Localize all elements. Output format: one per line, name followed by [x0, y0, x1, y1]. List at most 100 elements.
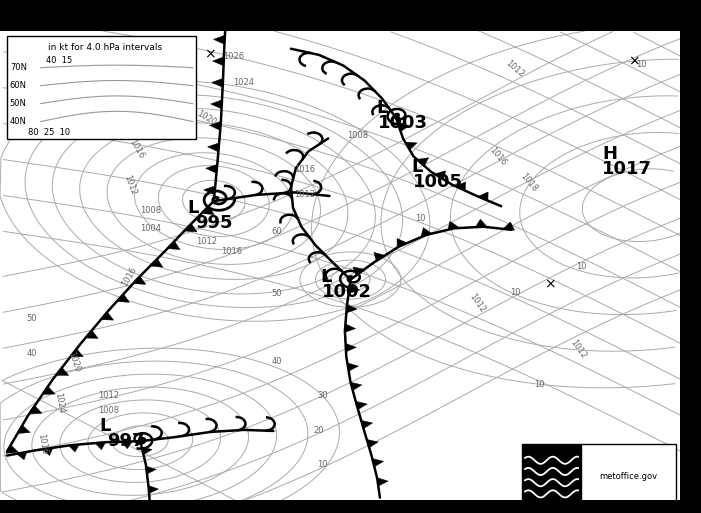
Text: 1016: 1016	[221, 247, 242, 256]
Polygon shape	[29, 406, 42, 413]
Polygon shape	[503, 222, 515, 230]
Text: 50N: 50N	[10, 99, 27, 108]
Polygon shape	[367, 440, 379, 448]
Text: 10: 10	[535, 380, 545, 389]
Polygon shape	[350, 382, 362, 390]
Polygon shape	[18, 425, 30, 433]
Text: 1017: 1017	[602, 160, 653, 179]
Text: 1008: 1008	[347, 131, 368, 141]
Polygon shape	[347, 363, 358, 371]
Polygon shape	[69, 444, 79, 452]
Polygon shape	[205, 164, 217, 173]
Polygon shape	[168, 241, 180, 250]
Polygon shape	[214, 35, 225, 44]
Text: 40  15: 40 15	[46, 56, 72, 65]
Polygon shape	[397, 239, 407, 247]
Polygon shape	[355, 401, 367, 409]
Text: 1024: 1024	[53, 391, 66, 414]
Text: 70N: 70N	[10, 63, 27, 72]
Text: 995: 995	[195, 214, 233, 232]
Text: ×: ×	[545, 278, 556, 292]
Polygon shape	[201, 206, 215, 214]
Text: 1012: 1012	[122, 173, 137, 196]
Text: H: H	[602, 145, 618, 163]
Text: 40: 40	[272, 357, 282, 366]
Polygon shape	[203, 186, 215, 195]
Text: 10: 10	[416, 213, 426, 223]
Text: 1005: 1005	[413, 173, 463, 191]
Text: 10: 10	[637, 60, 646, 69]
Text: 60: 60	[271, 227, 283, 236]
Text: 1008: 1008	[98, 406, 119, 415]
Polygon shape	[101, 312, 114, 320]
Text: L: L	[187, 199, 198, 217]
Polygon shape	[475, 219, 487, 227]
Bar	[7, 36, 196, 139]
Polygon shape	[456, 182, 465, 191]
Text: 50: 50	[272, 289, 282, 298]
Text: 1018: 1018	[519, 171, 540, 193]
Polygon shape	[42, 448, 53, 456]
Text: L: L	[411, 157, 423, 176]
Text: in kt for 4.0 hPa intervals: in kt for 4.0 hPa intervals	[48, 43, 163, 52]
Polygon shape	[405, 142, 417, 150]
Polygon shape	[43, 386, 55, 394]
Text: 1024: 1024	[233, 77, 254, 87]
Text: L: L	[376, 98, 388, 117]
Polygon shape	[353, 267, 365, 275]
Text: 50: 50	[27, 313, 36, 323]
Polygon shape	[207, 143, 219, 152]
Polygon shape	[212, 57, 224, 66]
Text: 1020: 1020	[66, 350, 81, 373]
Polygon shape	[398, 123, 409, 131]
Polygon shape	[121, 441, 132, 449]
Polygon shape	[95, 442, 106, 450]
Polygon shape	[212, 78, 223, 87]
Text: 30: 30	[317, 390, 328, 400]
Polygon shape	[374, 252, 385, 261]
Polygon shape	[56, 367, 69, 376]
Polygon shape	[421, 228, 432, 236]
Text: 1016: 1016	[36, 432, 48, 455]
Bar	[680, 0, 701, 513]
Text: 1012: 1012	[467, 291, 486, 314]
Bar	[522, 444, 581, 503]
Text: metoffice.gov: metoffice.gov	[599, 471, 658, 481]
Polygon shape	[150, 259, 163, 267]
Text: 40: 40	[27, 349, 36, 359]
Polygon shape	[377, 478, 388, 486]
Polygon shape	[146, 466, 156, 474]
Text: 1012: 1012	[196, 236, 217, 246]
Text: 1020: 1020	[196, 109, 218, 127]
Text: 1002: 1002	[322, 283, 372, 302]
Polygon shape	[184, 224, 197, 232]
Polygon shape	[346, 305, 358, 313]
Polygon shape	[133, 276, 146, 284]
Polygon shape	[149, 485, 158, 494]
Text: L: L	[320, 268, 332, 286]
Text: 40N: 40N	[10, 117, 27, 126]
Polygon shape	[417, 157, 429, 166]
Polygon shape	[448, 221, 458, 230]
Polygon shape	[142, 447, 152, 455]
Bar	[522, 444, 676, 503]
Text: 1016: 1016	[294, 165, 315, 174]
Polygon shape	[17, 452, 27, 460]
Polygon shape	[361, 420, 373, 429]
Polygon shape	[435, 171, 446, 180]
Text: L: L	[100, 417, 111, 435]
Polygon shape	[210, 100, 222, 109]
Text: 80  25  10: 80 25 10	[28, 128, 70, 137]
Text: ×: ×	[205, 48, 216, 62]
Text: 20: 20	[314, 426, 324, 436]
Text: 1004: 1004	[140, 224, 161, 233]
Polygon shape	[86, 330, 98, 339]
Polygon shape	[372, 459, 383, 467]
Bar	[0, 0, 701, 31]
Polygon shape	[348, 285, 360, 293]
Text: ×: ×	[629, 54, 640, 69]
Polygon shape	[6, 445, 19, 453]
Text: 1008: 1008	[140, 206, 161, 215]
Polygon shape	[345, 324, 355, 332]
Text: 1012: 1012	[294, 190, 315, 200]
